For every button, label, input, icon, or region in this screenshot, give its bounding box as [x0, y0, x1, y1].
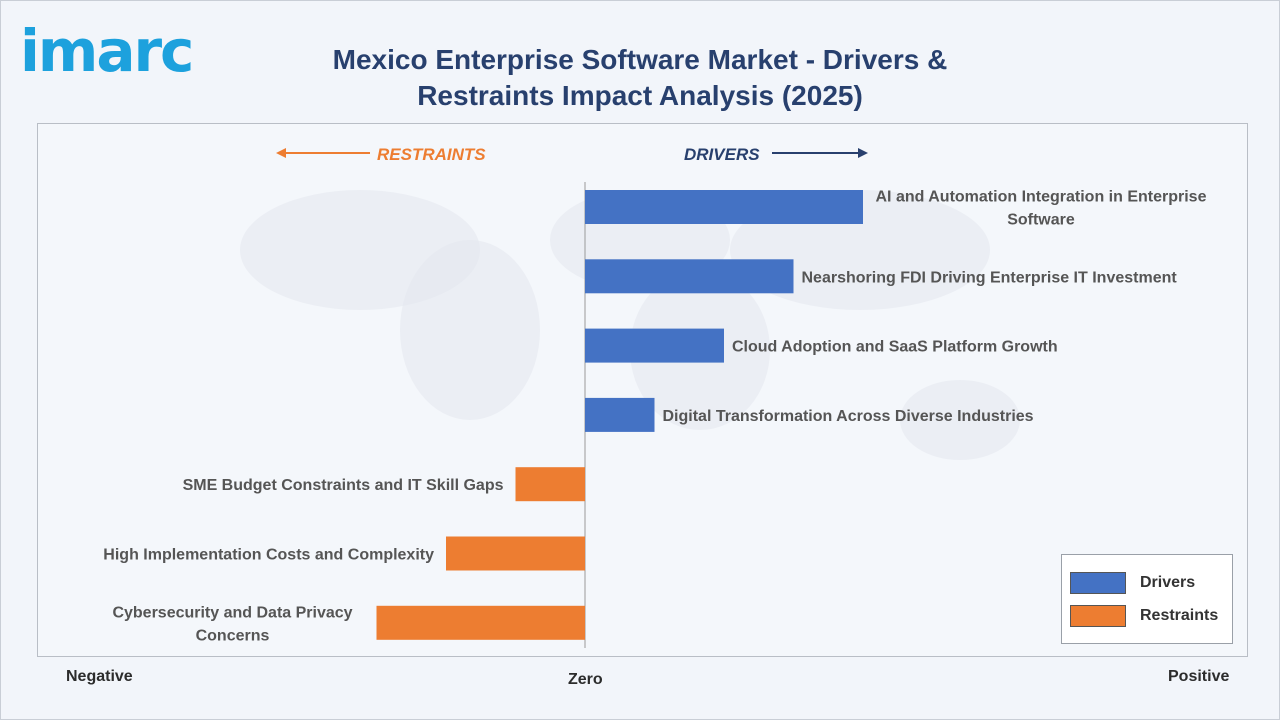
imarc-logo: imarc	[20, 17, 194, 85]
axis-label-positive: Positive	[1168, 668, 1230, 685]
legend-item-drivers: Drivers	[1070, 571, 1195, 595]
chart-title: Mexico Enterprise Software Market - Driv…	[332, 44, 948, 111]
drivers-arrow-head	[858, 148, 868, 158]
axis-label-negative: Negative	[66, 668, 133, 685]
bar-label-1: AI and Automation Integration in Enterpr…	[876, 189, 1207, 229]
map-backdrop-shape-5	[900, 380, 1020, 460]
legend-swatch-drivers	[1070, 572, 1126, 594]
axis-label-zero: Zero	[568, 671, 603, 688]
legend-label-restraints: Restraints	[1140, 607, 1219, 624]
bar-label-7: Cybersecurity and Data Privacy Concerns	[112, 604, 352, 644]
bar-6	[446, 536, 585, 571]
legend-item-restraints: Restraints	[1070, 604, 1218, 628]
bar-label-5: SME Budget Constraints and IT Skill Gaps	[183, 477, 504, 494]
legend-swatch-restraints	[1070, 605, 1126, 627]
bar-label-2: Nearshoring FDI Driving Enterprise IT In…	[802, 269, 1178, 286]
bar-4	[585, 397, 655, 432]
restraints-arrow-head	[276, 148, 286, 158]
drivers-direction-label: DRIVERS	[684, 145, 760, 164]
bar-1	[585, 190, 863, 224]
bar-5	[515, 467, 585, 502]
legend-label-drivers: Drivers	[1140, 574, 1196, 591]
bar-label-6: High Implementation Costs and Complexity	[103, 547, 434, 564]
bar-label-3: Cloud Adoption and SaaS Platform Growth	[732, 339, 1058, 356]
bar-7	[376, 605, 585, 640]
map-backdrop-shape-1	[400, 240, 540, 420]
bar-label-4: Digital Transformation Across Diverse In…	[663, 408, 1034, 425]
bar-3	[585, 328, 724, 363]
restraints-direction-label: RESTRAINTS	[377, 145, 486, 164]
chart-legend: Drivers Restraints	[1061, 554, 1233, 644]
bar-2	[585, 259, 794, 294]
